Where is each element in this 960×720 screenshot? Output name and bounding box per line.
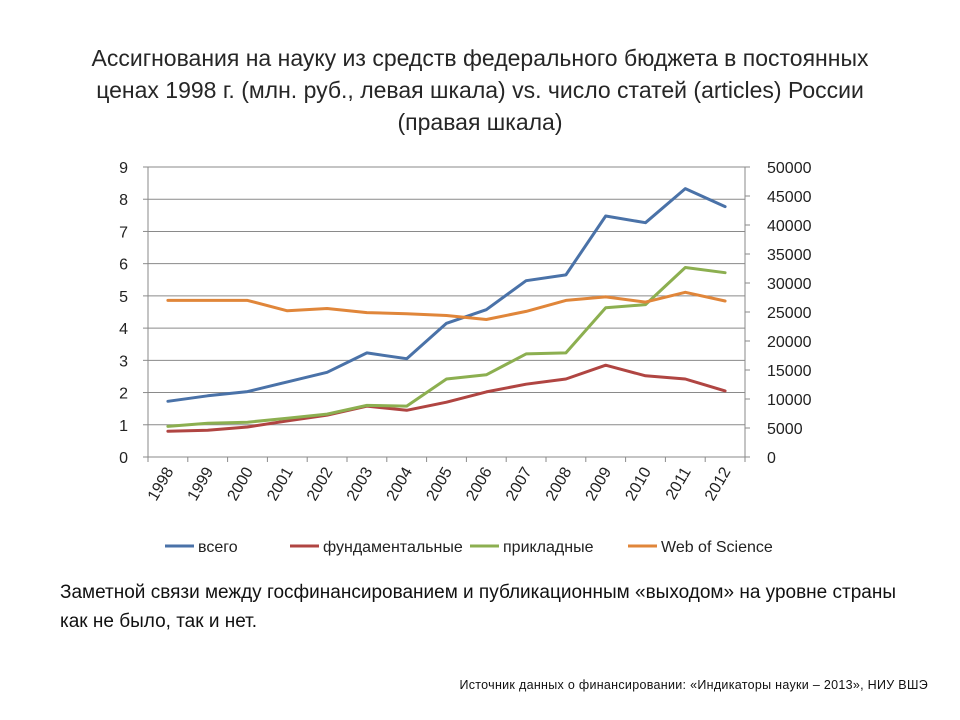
series-line bbox=[166, 363, 727, 433]
legend-label: фундаментальные bbox=[323, 539, 463, 556]
left-axis-tick-label: 5 bbox=[119, 289, 128, 306]
series-line bbox=[166, 290, 727, 321]
title-line-3: (правая шкала) bbox=[397, 109, 563, 135]
x-axis-tick-label: 2001 bbox=[264, 464, 297, 503]
right-axis-tick-label: 20000 bbox=[767, 334, 812, 351]
line-chart: 0 1 2 3 4 5 6 7 8 9 0 5000 10000 15000 20000 25000 30000… bbox=[119, 160, 812, 556]
left-axis-tick-label: 8 bbox=[119, 192, 128, 209]
x-axis-tick-label: 2012 bbox=[702, 464, 735, 503]
x-axis-tick-label: 2009 bbox=[583, 464, 616, 503]
right-axis-tick-label: 15000 bbox=[767, 363, 812, 380]
left-axis-tick-label: 3 bbox=[119, 353, 128, 370]
x-axis-tick-label: 2010 bbox=[622, 464, 655, 503]
x-axis-tick-label: 2008 bbox=[543, 464, 576, 503]
title-line-1: Ассигнования на науку из средств федерал… bbox=[91, 45, 869, 71]
series-line bbox=[166, 266, 727, 428]
left-axis-tick-label: 2 bbox=[119, 386, 128, 403]
left-axis-tick-label: 7 bbox=[119, 224, 128, 241]
series-line bbox=[166, 187, 727, 403]
right-axis-tick-label: 5000 bbox=[767, 421, 803, 438]
right-axis-tick-label: 45000 bbox=[767, 189, 812, 206]
x-axis-tick-label: 2000 bbox=[224, 464, 257, 503]
x-axis-tick-label: 2002 bbox=[304, 464, 337, 503]
right-axis-tick-label: 50000 bbox=[767, 160, 812, 177]
x-axis-tick-label: 1999 bbox=[185, 464, 218, 503]
x-axis-tick-label: 2007 bbox=[503, 464, 536, 503]
legend-label: Web of Science bbox=[661, 539, 773, 556]
x-axis-tick-label: 2011 bbox=[663, 464, 695, 502]
right-axis-tick-label: 25000 bbox=[767, 305, 812, 322]
legend-label: всего bbox=[198, 539, 238, 556]
title-line-2: ценах 1998 г. (млн. руб., левая шкала) v… bbox=[96, 77, 864, 103]
legend-label: прикладные bbox=[503, 539, 594, 556]
right-axis-tick-label: 40000 bbox=[767, 218, 812, 235]
left-axis-tick-label: 6 bbox=[119, 257, 128, 274]
x-axis-tick-label: 1998 bbox=[145, 464, 178, 503]
x-axis-tick-label: 2006 bbox=[463, 464, 496, 503]
right-axis-tick-label: 35000 bbox=[767, 247, 812, 264]
left-axis-tick-label: 9 bbox=[119, 160, 128, 177]
source-note: Источник данных о финансировании: «Индик… bbox=[459, 678, 928, 692]
x-axis-tick-label: 2004 bbox=[384, 464, 417, 503]
left-axis-tick-label: 0 bbox=[119, 450, 128, 467]
chart-title: Ассигнования на науку из средств федерал… bbox=[40, 42, 920, 138]
left-axis-tick-label: 1 bbox=[119, 418, 128, 435]
x-axis-tick-label: 2003 bbox=[344, 464, 377, 503]
conclusion-note: Заметной связи между госфинансированием … bbox=[60, 582, 896, 632]
left-axis-tick-label: 4 bbox=[119, 321, 128, 338]
right-axis-tick-label: 30000 bbox=[767, 276, 812, 293]
right-axis-tick-label: 0 bbox=[767, 450, 776, 467]
x-axis-tick-label: 2005 bbox=[423, 464, 456, 503]
right-axis-tick-label: 10000 bbox=[767, 392, 812, 409]
